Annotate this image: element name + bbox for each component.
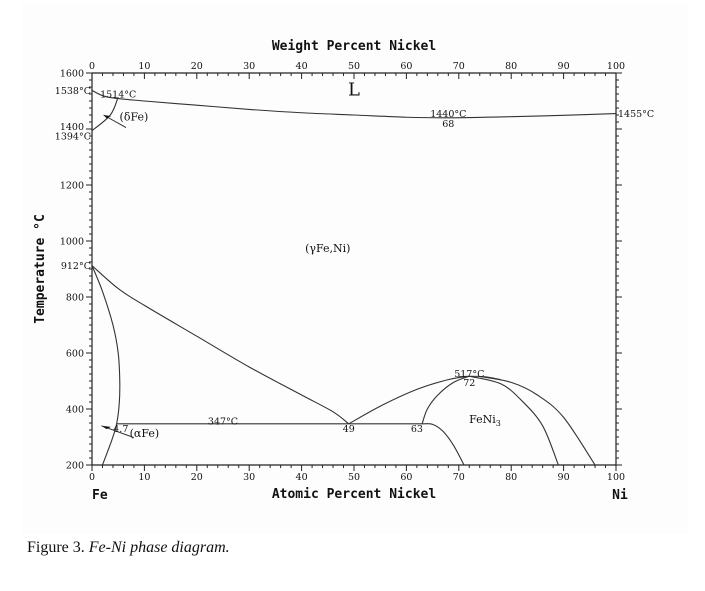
annotation-label: 49 (343, 424, 355, 435)
y-tick-label: 1400 (60, 122, 84, 133)
x-tick-label-top: 100 (607, 61, 625, 72)
x-tick-label-top: 40 (296, 61, 308, 72)
component-label-fe: Fe (92, 488, 108, 503)
x-tick-label-bottom: 30 (243, 472, 255, 483)
annotation-label: 347°C (208, 417, 238, 428)
y-tick-label: 1600 (60, 69, 84, 80)
x-tick-label-top: 10 (138, 61, 150, 72)
y-tick-label: 600 (66, 349, 84, 360)
x-tick-label-top: 90 (558, 61, 570, 72)
y-axis-title: Temperature °C (33, 214, 48, 324)
x-tick-label-bottom: 0 (89, 472, 95, 483)
phase-label: (γFe,Ni) (305, 242, 350, 255)
x-tick-label-bottom: 90 (558, 472, 570, 483)
phase-label: FeNi3 (469, 413, 501, 428)
phase-label: (δFe) (120, 111, 149, 124)
y-tick-label: 400 (66, 405, 84, 416)
phase-boundary-feni3-right-outer (479, 375, 596, 466)
phase-boundary-feni3-below-63 (422, 423, 465, 466)
caption-title: Fe-Ni phase diagram. (88, 539, 230, 556)
x-tick-label-bottom: 40 (296, 472, 308, 483)
annotation-label: 72 (463, 378, 475, 389)
x-tick-label-bottom: 60 (400, 472, 412, 483)
annotation-label: 1538°C (55, 86, 91, 97)
x-tick-label-top: 50 (348, 61, 360, 72)
x-tick-label-top: 30 (243, 61, 255, 72)
x-tick-label-bottom: 80 (505, 472, 517, 483)
x-tick-label-bottom: 50 (348, 472, 360, 483)
x-tick-label-top: 20 (191, 61, 203, 72)
phase-label: (αFe) (130, 427, 160, 440)
annotation-label: 1514°C (100, 90, 136, 101)
phase-boundary-feni3-left-branch (421, 375, 470, 425)
phase-boundary-feni3-right-inner (469, 375, 559, 466)
annotation-label: 517°C (454, 369, 484, 380)
y-tick-label: 1000 (60, 237, 84, 248)
figure-caption: Figure 3. Fe-Ni phase diagram. (27, 539, 230, 557)
phase-boundary-liquidus-solidus (91, 89, 617, 119)
phase-boundary-gamma-feni3-left (348, 375, 470, 425)
x-tick-label-bottom: 10 (138, 472, 150, 483)
phase-boundary-delta-boundary (91, 96, 119, 132)
annotation-label: 912°C (61, 261, 91, 272)
phase-diagram: 0 10 20 30 40 50 60 70 80 90 1000 10 20 30 40 50 60 70 80 9… (33, 39, 654, 503)
phase-boundary-gamma-alpha-boundary (91, 265, 350, 425)
annotation-label: 1455°C (618, 109, 654, 120)
alpha-fe-arrow-icon (101, 425, 111, 430)
phase-boundary-alpha-solvus (91, 265, 121, 466)
annotation-label: 4.7 (113, 424, 128, 435)
annotation-label: 68 (442, 119, 454, 130)
y-tick-label: 800 (66, 293, 84, 304)
x-tick-label-top: 70 (453, 61, 465, 72)
figure-panel (22, 4, 688, 534)
y-tick-label: 1200 (60, 181, 84, 192)
y-tick-label: 200 (66, 461, 84, 472)
x-axis-title-bottom: Atomic Percent Nickel (272, 487, 436, 502)
x-tick-label-bottom: 70 (453, 472, 465, 483)
x-tick-label-top: 60 (400, 61, 412, 72)
phase-label: L (348, 79, 360, 100)
x-axis-title-top: Weight Percent Nickel (272, 39, 436, 54)
x-tick-label-bottom: 100 (607, 472, 625, 483)
annotation-label: 1440°C (430, 109, 466, 120)
annotation-label: 1394°C (55, 132, 91, 143)
delta-fe-arrow-icon (103, 115, 111, 119)
x-tick-label-bottom: 20 (191, 472, 203, 483)
component-label-ni: Ni (612, 488, 628, 503)
caption-prefix: Figure 3. (27, 539, 85, 556)
x-tick-label-top: 0 (89, 61, 95, 72)
x-tick-label-top: 80 (505, 61, 517, 72)
annotation-label: 63 (411, 424, 423, 435)
